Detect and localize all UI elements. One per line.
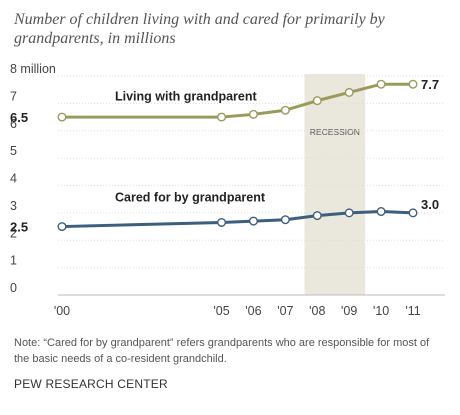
y-tick-label: 4 [10,172,17,186]
x-tick-label: '00 [54,304,70,318]
data-point [57,112,67,122]
start-value-label: 6.5 [10,110,28,125]
data-point [248,109,258,119]
data-point [280,215,290,225]
x-tick-label: '08 [309,304,325,318]
data-point [344,87,354,97]
x-tick-label: '09 [341,304,357,318]
end-value-label: 3.0 [421,197,439,212]
y-tick-label: 1 [10,254,17,268]
recession-band [304,74,366,295]
series-name-label: Cared for by grandparent [115,190,266,204]
chart-title: Number of children living with and cared… [14,11,385,47]
series-group: Living with grandparent 6.5 7.7 Cared for b… [10,77,439,234]
y-tick-label: 2 [10,226,17,240]
data-point [376,79,386,89]
x-tick-label: '07 [277,304,293,318]
data-point [57,222,67,232]
data-point [312,211,322,221]
end-value-label: 7.7 [421,77,439,92]
chart-note: Note: “Cared for by grandparent” refers … [14,337,430,365]
data-point [376,207,386,217]
data-point [248,216,258,226]
data-point [344,208,354,218]
y-tick-label: 6 [10,117,17,131]
grid-lines [58,75,445,296]
data-point [408,79,418,89]
y-tick-label: 5 [10,144,17,158]
series-line-living-with-grandparent [62,82,413,119]
x-axis: '00 '05 '06 '07 '08 '09 '10 '11 [54,304,421,318]
data-point [217,112,227,122]
x-tick-label: '11 [405,304,420,318]
y-axis: 0 1 2 3 4 5 6 7 8 million [10,62,56,295]
x-tick-label: '06 [245,304,261,318]
x-tick-label: '10 [373,304,389,318]
data-point [312,96,322,106]
data-point [408,208,418,218]
y-tick-label: 7 [10,89,17,103]
y-tick-label: 0 [10,281,17,295]
x-tick-label: '05 [213,304,229,318]
y-tick-label: 3 [10,199,17,213]
y-tick-label: 8 million [10,62,56,76]
series-name-label: Living with grandparent [115,90,258,104]
source-credit: PEW RESEARCH CENTER [14,377,168,391]
recession-label: RECESSION [310,127,360,137]
start-value-label: 2.5 [10,220,28,235]
data-point [280,105,290,115]
series-line-cared-for-by-grandparent [61,210,414,229]
data-point [217,217,227,227]
